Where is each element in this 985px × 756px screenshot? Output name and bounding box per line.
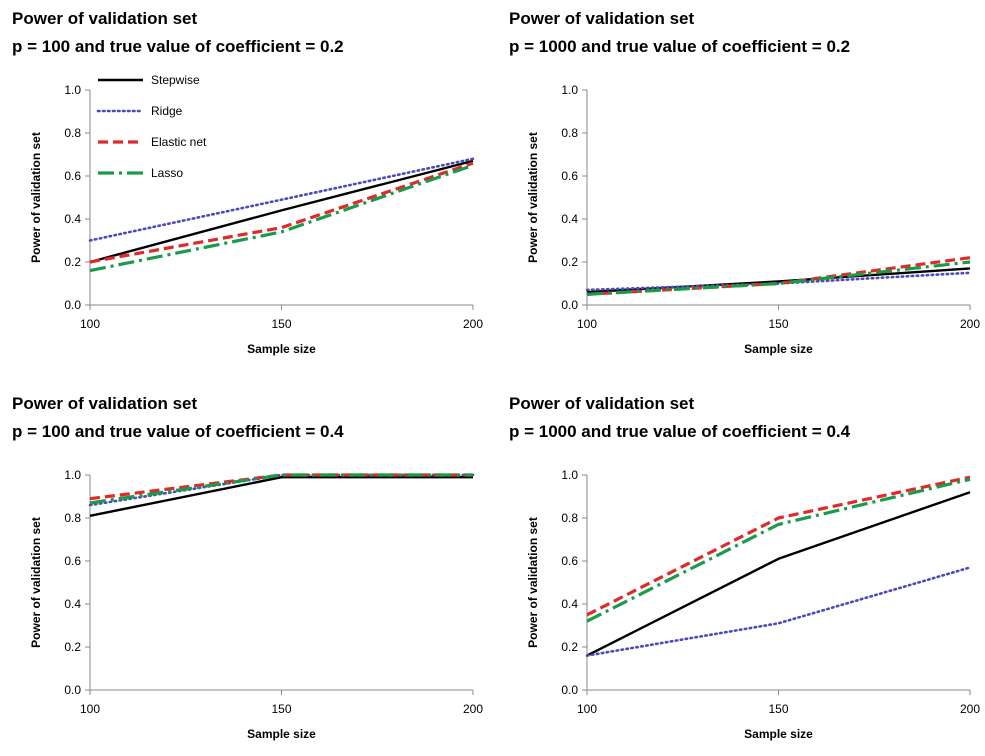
chart-panel-p1000-coef04: Power of validation set p = 1000 and true… [497,385,985,756]
series-line-elastic-net [89,473,473,501]
chart-svg: Power of validation set p = 100 and true … [12,394,483,741]
legend-label-elastic-net: Elastic net [151,135,207,149]
legend: Stepwise Ridge Elastic net Lasso [96,73,207,180]
y-tick-label: 0.4 [561,597,578,611]
series-line-stepwise [586,491,971,657]
y-tick-label: 0.6 [561,554,578,568]
y-tick-label: 0.0 [561,683,578,697]
series-line-stepwise [89,159,474,264]
chart-panel-p100-coef02: Power of validation set p = 100 and true … [0,0,492,371]
y-tick-label: 0.2 [561,640,578,654]
y-axis-label: Power of validation set [526,132,540,263]
y-tick-label: 0.4 [64,597,81,611]
y-tick-label: 0.8 [561,511,578,525]
series-line-elastic-net [89,161,474,264]
y-tick-label: 0.0 [64,683,81,697]
x-tick-label: 150 [271,702,291,716]
chart-subtitle: p = 100 and true value of coefficient = … [12,37,344,56]
chart-title: Power of validation set [12,9,197,28]
x-tick-label: 200 [960,702,980,716]
x-tick-label: 150 [768,317,788,331]
y-axis-label: Power of validation set [526,517,540,648]
series-line-stepwise [586,267,971,294]
y-tick-label: 0.2 [561,255,578,269]
series-line-stepwise [89,475,473,517]
y-tick-label: 0.4 [561,212,578,226]
series-line-ridge [88,157,475,242]
y-axis-label: Power of validation set [29,132,43,263]
y-tick-label: 0.0 [561,298,578,312]
x-tick-label: 200 [960,317,980,331]
x-axis-label: Sample size [744,727,813,741]
chart-svg: Power of validation set p = 100 and true … [12,9,483,356]
series-line-ridge [88,473,475,507]
y-tick-label: 1.0 [64,83,81,97]
series-line-lasso [89,473,473,505]
legend-label-ridge: Ridge [151,104,183,118]
y-tick-label: 0.2 [64,255,81,269]
y-tick-label: 1.0 [561,468,578,482]
y-axis-label: Power of validation set [29,517,43,648]
y-tick-label: 0.6 [64,554,81,568]
x-tick-label: 200 [463,702,483,716]
x-tick-label: 150 [768,702,788,716]
y-tick-label: 0.8 [64,126,81,140]
x-tick-label: 100 [577,702,597,716]
x-tick-label: 150 [271,317,291,331]
chart-panel-p100-coef04: Power of validation set p = 100 and true … [0,385,492,756]
chart-svg: Power of validation set p = 1000 and true… [509,394,980,741]
y-tick-label: 1.0 [64,468,81,482]
y-tick-label: 0.2 [64,640,81,654]
chart-subtitle: p = 100 and true value of coefficient = … [12,422,344,441]
x-axis-label: Sample size [247,727,316,741]
y-tick-label: 1.0 [561,83,578,97]
chart-title: Power of validation set [12,394,197,413]
chart-subtitle: p = 1000 and true value of coefficient =… [509,422,851,441]
chart-title: Power of validation set [509,394,694,413]
y-tick-label: 0.0 [64,298,81,312]
x-axis-label: Sample size [744,342,813,356]
x-tick-label: 100 [577,317,597,331]
y-tick-label: 0.6 [561,169,578,183]
series-line-ridge [585,566,972,657]
chart-title: Power of validation set [509,9,694,28]
y-tick-label: 0.8 [561,126,578,140]
x-tick-label: 100 [80,317,100,331]
y-tick-label: 0.6 [64,169,81,183]
series-line-elastic-net [586,475,971,617]
chart-svg: Power of validation set p = 1000 and true… [509,9,980,356]
legend-label-lasso: Lasso [151,166,183,180]
x-axis-label: Sample size [247,342,316,356]
series-line-lasso [89,163,474,273]
series-line-lasso [586,260,971,296]
x-tick-label: 200 [463,317,483,331]
legend-label-stepwise: Stepwise [151,73,200,87]
chart-panel-p1000-coef02: Power of validation set p = 1000 and true… [497,0,985,371]
x-tick-label: 100 [80,702,100,716]
series-line-ridge [585,271,972,292]
y-tick-label: 0.4 [64,212,81,226]
y-tick-label: 0.8 [64,511,81,525]
chart-subtitle: p = 1000 and true value of coefficient =… [509,37,850,56]
series-line-lasso [586,477,971,623]
